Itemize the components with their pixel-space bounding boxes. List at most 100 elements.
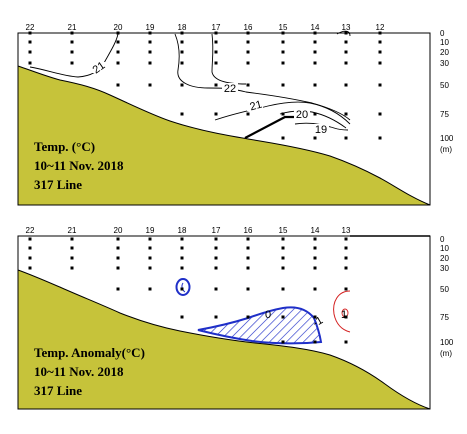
sample-points <box>28 31 382 140</box>
sample-point <box>214 83 218 87</box>
depth-unit: (m) <box>440 145 452 154</box>
sample-point <box>378 61 382 65</box>
station-label: 17 <box>212 226 221 235</box>
panel-title-line1: Temp. (°C) <box>34 139 95 154</box>
isotherm-label: 20 <box>296 109 308 121</box>
sample-point <box>344 266 348 270</box>
sample-point <box>214 315 218 319</box>
sample-point <box>344 315 348 319</box>
isotherm-label: 21 <box>249 99 264 114</box>
depth-tick-label: 20 <box>440 48 449 57</box>
sample-point <box>28 31 32 35</box>
sample-point <box>378 83 382 87</box>
sample-point <box>148 237 152 241</box>
depth-tick-label: 10 <box>440 244 449 253</box>
station-label: 17 <box>212 23 221 32</box>
anomaly-label: 0 <box>265 309 271 321</box>
sample-point <box>246 287 250 291</box>
sample-point <box>116 246 120 250</box>
depth-tick-label: 50 <box>440 81 449 90</box>
station-label: 21 <box>68 23 77 32</box>
sample-point <box>180 31 184 35</box>
sample-point <box>116 31 120 35</box>
station-label: 14 <box>311 23 320 32</box>
sample-point <box>148 256 152 260</box>
isotherm-label: 19 <box>315 124 327 136</box>
label-mask <box>247 100 263 111</box>
positive-anomaly-contour <box>333 290 351 333</box>
sample-point <box>344 256 348 260</box>
sample-point <box>246 50 250 54</box>
sample-point <box>70 266 74 270</box>
depth-tick-label: 10 <box>440 38 449 47</box>
sample-point <box>180 237 184 241</box>
sample-point <box>116 256 120 260</box>
sample-point <box>246 61 250 65</box>
panel-title-line1: Temp. Anomaly(°C) <box>34 345 145 360</box>
sample-point <box>214 256 218 260</box>
negative-anomaly-cell <box>175 278 191 296</box>
panel-temperature: 22 21 20 19 18 17 16 15 14 13 12 01020305075100(m)… <box>17 23 454 206</box>
sample-point <box>281 266 285 270</box>
sample-point <box>214 246 218 250</box>
sample-point <box>246 315 250 319</box>
panel-title-line3: 317 Line <box>34 383 82 398</box>
sample-point <box>28 50 32 54</box>
anomaly-label: 1 <box>341 309 347 321</box>
station-label: 22 <box>26 226 35 235</box>
sample-point <box>344 287 348 291</box>
station-label: 20 <box>114 23 123 32</box>
sample-point <box>344 136 348 140</box>
sample-point <box>148 83 152 87</box>
sample-point <box>70 246 74 250</box>
sample-point <box>28 266 32 270</box>
station-label: 13 <box>342 226 351 235</box>
sample-point <box>313 237 317 241</box>
sample-point <box>116 266 120 270</box>
station-label: 14 <box>311 226 320 235</box>
sample-point <box>246 112 250 116</box>
label-mask <box>222 83 238 94</box>
sample-point <box>148 266 152 270</box>
sample-point <box>180 246 184 250</box>
seafloor-terrain <box>17 65 431 206</box>
sample-point <box>378 31 382 35</box>
sample-point <box>180 315 184 319</box>
sample-point <box>28 61 32 65</box>
sample-point <box>246 256 250 260</box>
sample-point <box>313 136 317 140</box>
sample-point <box>344 31 348 35</box>
sample-point <box>214 61 218 65</box>
depth-tick-label: 30 <box>440 59 449 68</box>
sample-point <box>148 40 152 44</box>
station-label: 18 <box>178 226 187 235</box>
sample-point <box>180 112 184 116</box>
depth-tick-label: 50 <box>440 285 449 294</box>
sample-point <box>116 237 120 241</box>
sample-point <box>378 50 382 54</box>
sample-point <box>180 83 184 87</box>
sample-point <box>281 256 285 260</box>
sample-point <box>214 112 218 116</box>
station-label: 21 <box>68 226 77 235</box>
station-label: 19 <box>146 23 155 32</box>
sample-point <box>148 31 152 35</box>
sample-point <box>313 83 317 87</box>
depth-unit: (m) <box>440 349 452 358</box>
depth-tick-label: 75 <box>440 313 449 322</box>
sample-point <box>116 61 120 65</box>
sample-point <box>116 287 120 291</box>
sample-point <box>313 61 317 65</box>
sample-point <box>281 61 285 65</box>
label-mask <box>313 124 329 135</box>
sample-point <box>70 256 74 260</box>
sample-point <box>344 61 348 65</box>
sample-point <box>344 340 348 344</box>
sample-point <box>148 246 152 250</box>
depth-tick-label: 100 <box>440 338 454 347</box>
sample-point <box>214 40 218 44</box>
isotherm-19 <box>294 122 349 131</box>
sample-point <box>281 315 285 319</box>
sample-point <box>344 112 348 116</box>
